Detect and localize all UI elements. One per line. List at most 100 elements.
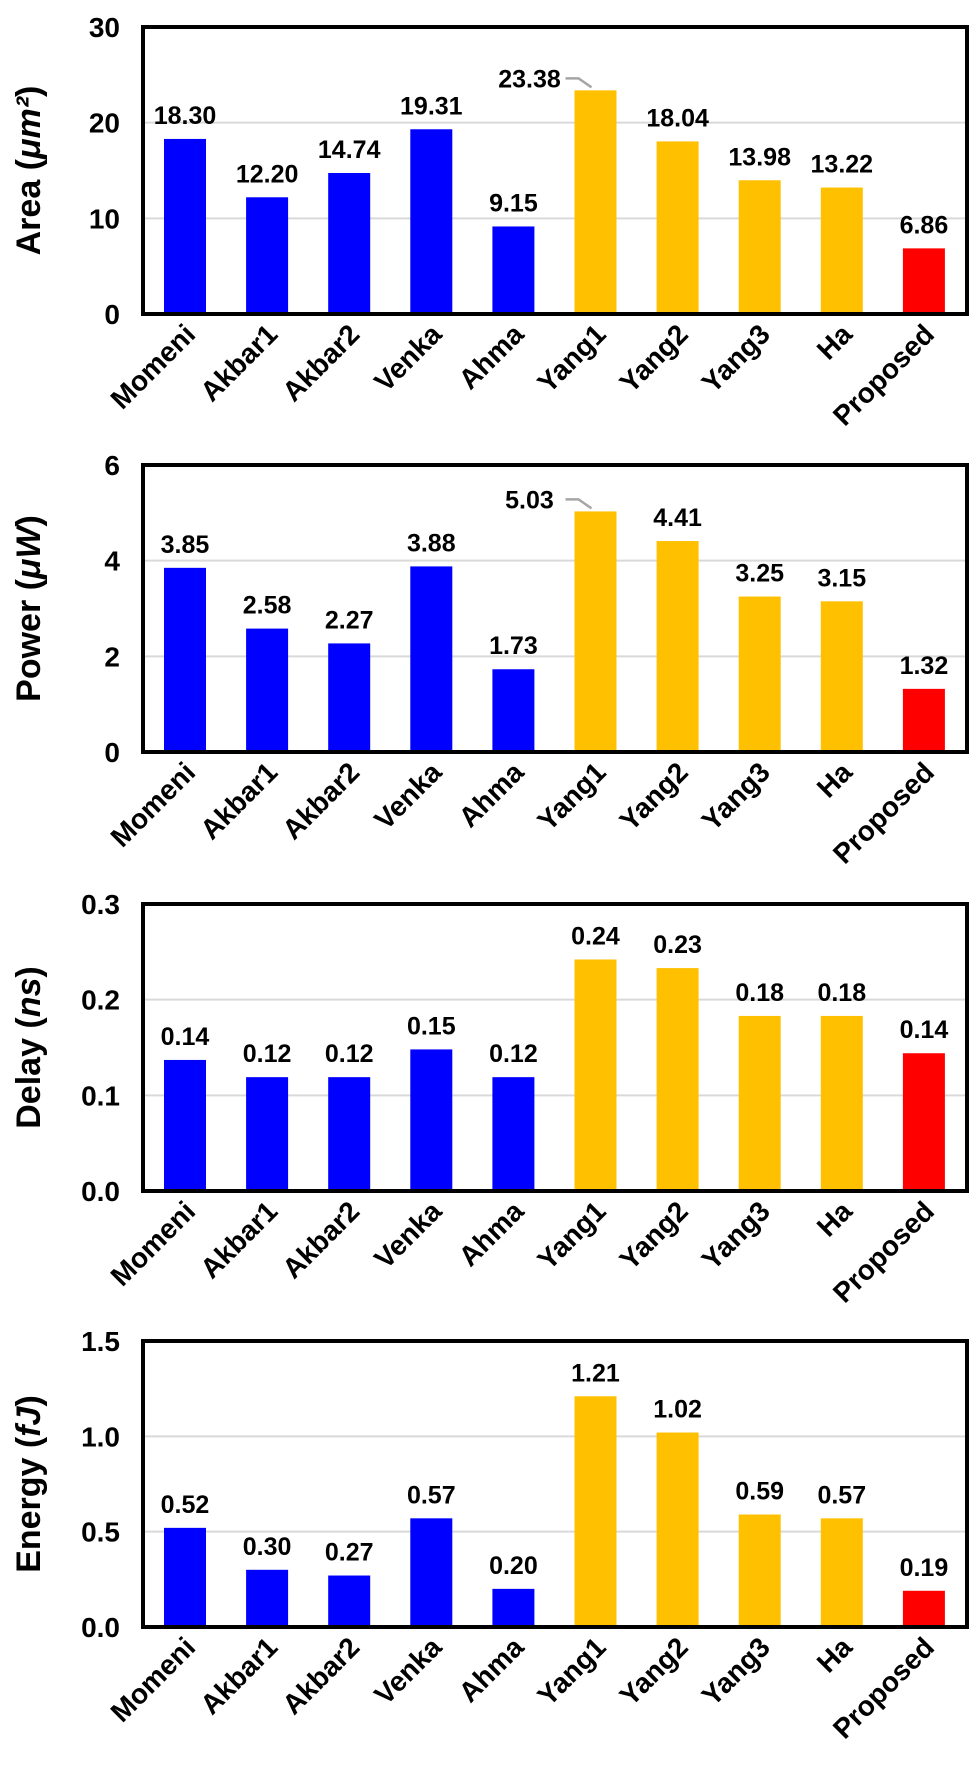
bar xyxy=(902,1053,945,1191)
x-tick-label: Akbar1 xyxy=(194,756,283,845)
x-tick-label: Venka xyxy=(368,756,447,835)
bar xyxy=(820,1518,863,1627)
x-tick-label: Venka xyxy=(368,318,447,397)
value-label: 0.27 xyxy=(325,1539,374,1567)
value-label: 18.30 xyxy=(154,102,217,130)
bar xyxy=(328,1575,371,1627)
value-label: 0.14 xyxy=(161,1023,210,1051)
y-axis-title: Power (μW) xyxy=(10,515,48,702)
value-label: 19.31 xyxy=(400,92,463,120)
value-label: 1.32 xyxy=(900,652,949,680)
x-tick-label: Akbar1 xyxy=(194,1195,283,1284)
plot-frame xyxy=(141,25,969,316)
y-tick-label: 2 xyxy=(104,641,120,672)
bar xyxy=(574,959,617,1191)
bar xyxy=(410,129,453,314)
value-label: 4.41 xyxy=(653,504,702,532)
bar xyxy=(738,1015,781,1191)
bar xyxy=(328,1077,371,1191)
y-axis-title: Delay (ns) xyxy=(10,966,48,1129)
bar xyxy=(574,511,617,752)
value-label: 9.15 xyxy=(489,189,538,217)
value-label: 23.38 xyxy=(498,65,561,93)
bar xyxy=(820,601,863,752)
value-label: 0.18 xyxy=(735,979,784,1007)
bar xyxy=(574,90,617,315)
value-label: 3.15 xyxy=(817,564,866,592)
value-label: 0.23 xyxy=(653,931,702,959)
x-tick-label: Ahma xyxy=(453,1195,530,1272)
value-label: 0.57 xyxy=(817,1481,866,1509)
value-label: 0.20 xyxy=(489,1552,538,1580)
value-label: 12.20 xyxy=(236,160,299,188)
x-tick-label: Ha xyxy=(811,1631,859,1679)
x-tick-label: Venka xyxy=(368,1195,447,1274)
x-tick-label: Momeni xyxy=(105,1631,202,1728)
chart-panel-area: 18.30 12.20 14.74 19.31 9.15 23.38 18.04 13.98 1… xyxy=(10,12,969,432)
plot-frame xyxy=(141,463,969,754)
x-tick-label: Yang1 xyxy=(531,756,611,836)
y-axis-title: Area (μm²) xyxy=(10,86,48,256)
bar xyxy=(656,968,699,1191)
x-tick-label: Yang2 xyxy=(614,756,694,836)
bar xyxy=(820,187,863,314)
leader-line xyxy=(565,77,593,89)
bar xyxy=(410,1049,453,1191)
x-tick-label: Yang2 xyxy=(614,318,694,398)
x-tick-label: Ha xyxy=(811,1195,859,1243)
x-tick-label: Yang1 xyxy=(531,1195,611,1275)
y-tick-label: 10 xyxy=(89,203,120,234)
y-tick-label: 0.3 xyxy=(81,889,120,920)
bar xyxy=(656,541,699,752)
value-label: 5.03 xyxy=(505,486,554,514)
value-label: 0.57 xyxy=(407,1481,456,1509)
x-tick-label: Akbar1 xyxy=(194,318,283,407)
bar xyxy=(246,628,289,752)
bar xyxy=(902,688,945,752)
x-tick-label: Yang3 xyxy=(696,1631,776,1711)
y-tick-label: 1.0 xyxy=(81,1421,120,1452)
bar xyxy=(492,1588,535,1627)
bar xyxy=(164,567,206,752)
value-label: 14.74 xyxy=(318,136,381,164)
bar xyxy=(820,1015,863,1191)
value-label: 0.15 xyxy=(407,1012,456,1040)
value-label: 6.86 xyxy=(900,211,949,239)
bar xyxy=(738,180,781,314)
value-label: 0.19 xyxy=(900,1554,949,1582)
bar xyxy=(164,138,206,314)
value-label: 2.58 xyxy=(243,592,292,620)
bar xyxy=(410,1518,453,1627)
bar xyxy=(492,226,535,314)
bar xyxy=(492,669,535,752)
value-label: 0.52 xyxy=(161,1491,210,1519)
value-label: 0.14 xyxy=(900,1016,949,1044)
x-tick-label: Ahma xyxy=(453,318,530,395)
value-label: 13.98 xyxy=(728,143,791,171)
y-tick-label: 0.5 xyxy=(81,1517,120,1548)
x-tick-label: Ahma xyxy=(453,756,530,833)
bar xyxy=(246,1569,289,1627)
bar xyxy=(902,1590,945,1627)
bar xyxy=(574,1396,617,1627)
bar xyxy=(492,1077,535,1191)
leader-line xyxy=(565,498,593,510)
bar xyxy=(738,596,781,752)
x-tick-label: Akbar2 xyxy=(276,318,365,407)
bar xyxy=(738,1514,781,1627)
x-tick-label: Yang3 xyxy=(696,756,776,836)
plot-frame xyxy=(141,1339,969,1629)
y-tick-label: 6 xyxy=(104,450,120,481)
y-tick-label: 0.0 xyxy=(81,1176,120,1207)
y-tick-label: 0 xyxy=(104,737,120,768)
x-tick-label: Venka xyxy=(368,1631,447,1710)
bar xyxy=(246,1077,289,1191)
x-tick-label: Akbar1 xyxy=(194,1631,283,1720)
value-label: 13.22 xyxy=(811,151,874,179)
y-axis-title: Energy (fJ) xyxy=(10,1395,48,1573)
bar xyxy=(164,1059,206,1191)
y-tick-label: 0.0 xyxy=(81,1612,120,1643)
y-tick-label: 0.2 xyxy=(81,985,120,1016)
x-tick-label: Yang2 xyxy=(614,1195,694,1275)
bar xyxy=(328,172,371,314)
